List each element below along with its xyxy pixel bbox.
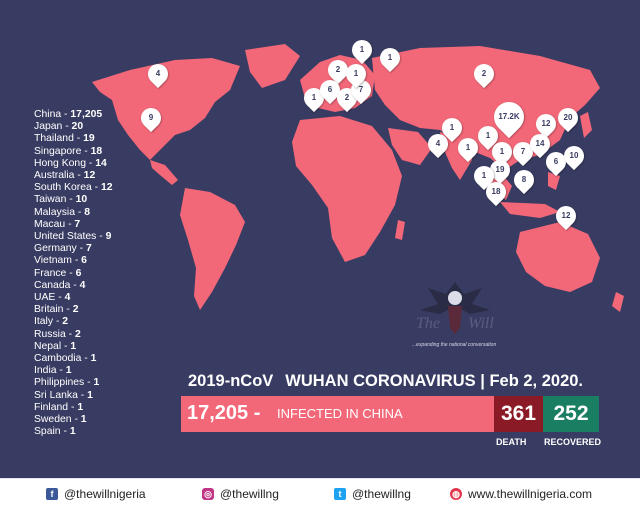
list-item: Finland - 1 (34, 401, 84, 413)
recovered-box: 252 (543, 396, 599, 432)
list-item: Sri Lanka - 1 (34, 389, 93, 401)
website-url: www.thewillnigeria.com (468, 487, 593, 501)
recovered-label: RECOVERED (544, 437, 602, 447)
list-item: France - 6 (34, 267, 82, 279)
list-item: Cambodia - 1 (34, 353, 97, 365)
list-item: Thailand - 19 (34, 133, 95, 145)
map-pin-taiwan: 10 (559, 141, 589, 171)
death-box: 361 (494, 396, 543, 432)
facebook-icon: f (46, 488, 58, 500)
list-item: South Korea - 12 (34, 182, 113, 194)
svg-text:Will: Will (468, 315, 494, 332)
map-pin-finland: 1 (347, 35, 377, 65)
report-date: Feb 2, 2020. (489, 372, 584, 390)
list-item: Japan - 20 (34, 121, 84, 133)
twitter-link[interactable]: t @thewillng (334, 487, 411, 501)
social-footer: f @thewillnigeria ◎ @thewillng t @thewil… (0, 478, 640, 510)
country-case-list: China - 17,205 Japan - 20 Thailand - 19 … (34, 109, 184, 438)
list-item: United States - 9 (34, 231, 112, 243)
svg-text:The: The (416, 315, 440, 332)
list-item: Italy - 2 (34, 316, 69, 328)
facebook-link[interactable]: f @thewillnigeria (46, 487, 146, 501)
list-item: Germany - 7 (34, 243, 92, 255)
virus-name: 2019-nCoV (188, 372, 274, 390)
list-item: Hong Kong - 14 (34, 157, 107, 169)
globe-icon: ◍ (450, 488, 462, 500)
infected-label: INFECTED IN CHINA (277, 406, 403, 421)
logo-tagline: ...expanding the national conversation (412, 342, 497, 348)
virus-subtitle: WUHAN CORONAVIRUS (285, 372, 476, 390)
infected-bar: 17,205 - INFECTED IN CHINA (181, 396, 494, 432)
list-item: Sweden - 1 (34, 414, 87, 426)
twitter-handle: @thewillng (352, 487, 411, 501)
list-item: Nepal - 1 (34, 340, 77, 352)
list-item: Taiwan - 10 (34, 194, 88, 206)
map-pin-sweden: 1 (341, 59, 371, 89)
list-item: Philippines - 1 (34, 377, 100, 389)
map-pin-japan: 20 (553, 103, 583, 133)
list-item: China - 17,205 (34, 109, 103, 120)
page-title: 2019-nCoV WUHAN CORONAVIRUS | Feb 2, 2020… (188, 372, 608, 391)
death-count: 361 (500, 402, 537, 425)
instagram-icon: ◎ (202, 488, 214, 500)
death-label: DEATH (496, 437, 527, 447)
map-pin-russia-east: 2 (469, 59, 499, 89)
list-item: Spain - 1 (34, 426, 76, 438)
list-item: Vietnam - 6 (34, 255, 87, 267)
list-item: UAE - 4 (34, 292, 71, 304)
list-item: India - 1 (34, 365, 72, 377)
map-pin-russia-west: 1 (375, 43, 405, 73)
facebook-handle: @thewillnigeria (64, 487, 146, 501)
recovered-count: 252 (553, 402, 589, 425)
twitter-icon: t (334, 488, 346, 500)
list-item: Russia - 2 (34, 328, 81, 340)
thewill-logo: The Will (416, 282, 494, 334)
title-separator: | (480, 372, 485, 390)
list-item: Britain - 2 (34, 304, 79, 316)
list-item: Macau - 7 (34, 218, 81, 230)
instagram-handle: @thewillng (220, 487, 279, 501)
list-item: Canada - 4 (34, 279, 86, 291)
map-pin-australia: 12 (551, 201, 581, 231)
map-pin-uae: 4 (423, 129, 453, 159)
list-item: Australia - 12 (34, 170, 96, 182)
map-pin-malaysia: 8 (509, 165, 539, 195)
list-item: Singapore - 18 (34, 145, 103, 157)
list-item: Malaysia - 8 (34, 206, 91, 218)
map-pin-singapore: 18 (481, 177, 511, 207)
map-pin-canada: 4 (143, 59, 173, 89)
website-link[interactable]: ◍ www.thewillnigeria.com (450, 487, 592, 501)
instagram-link[interactable]: ◎ @thewillng (202, 487, 279, 501)
infected-number: 17,205 - (187, 402, 261, 424)
